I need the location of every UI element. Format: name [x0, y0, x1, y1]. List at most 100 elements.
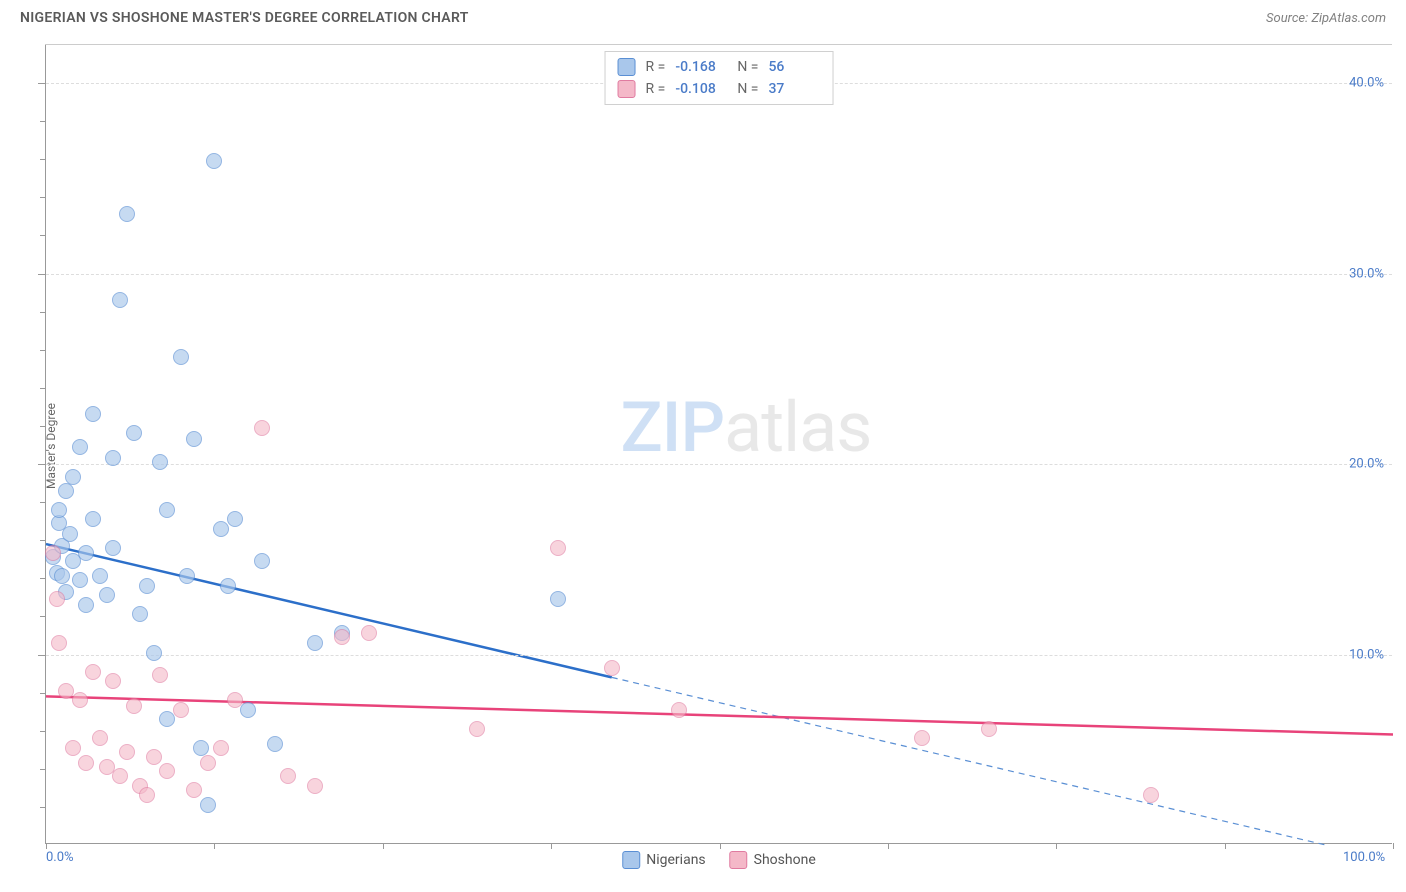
data-point	[280, 768, 296, 784]
chart-container: ZIPatlas R =-0.168N =56R =-0.108N =37 Ni…	[45, 44, 1392, 844]
y-tick-minor	[40, 616, 46, 617]
data-point	[550, 591, 566, 607]
data-point	[65, 740, 81, 756]
n-value: 56	[768, 59, 820, 75]
gridline	[46, 274, 1392, 275]
y-tick-minor	[40, 235, 46, 236]
legend-stat-row: R =-0.108N =37	[618, 78, 821, 100]
data-point	[469, 721, 485, 737]
data-point	[307, 635, 323, 651]
x-tick	[1393, 843, 1394, 849]
legend-swatch	[730, 851, 748, 869]
legend-series: Nigerians Shoshone	[622, 851, 816, 869]
data-point	[193, 740, 209, 756]
legend-stats: R =-0.168N =56R =-0.108N =37	[605, 51, 834, 105]
data-point	[334, 629, 350, 645]
data-point	[914, 730, 930, 746]
data-point	[227, 511, 243, 527]
data-point	[78, 545, 94, 561]
data-point	[267, 736, 283, 752]
data-point	[105, 450, 121, 466]
y-tick-minor	[40, 769, 46, 770]
data-point	[85, 406, 101, 422]
y-tick-minor	[40, 388, 46, 389]
data-point	[126, 698, 142, 714]
data-point	[85, 511, 101, 527]
data-point	[981, 721, 997, 737]
y-tick-minor	[40, 197, 46, 198]
data-point	[254, 420, 270, 436]
data-point	[62, 526, 78, 542]
data-point	[179, 568, 195, 584]
legend-label: Shoshone	[754, 852, 816, 868]
plot-area: ZIPatlas R =-0.168N =56R =-0.108N =37 Ni…	[45, 45, 1392, 844]
data-point	[99, 587, 115, 603]
y-tick	[38, 655, 46, 656]
x-tick	[1056, 843, 1057, 849]
data-point	[51, 502, 67, 518]
y-tick-minor	[40, 578, 46, 579]
legend-swatch	[618, 80, 636, 98]
data-point	[54, 568, 70, 584]
y-tick-minor	[40, 350, 46, 351]
data-point	[604, 660, 620, 676]
legend-swatch	[622, 851, 640, 869]
x-tick	[214, 843, 215, 849]
legend-label: Nigerians	[646, 852, 705, 868]
data-point	[186, 782, 202, 798]
legend-swatch	[618, 58, 636, 76]
y-tick-minor	[40, 540, 46, 541]
y-tick	[38, 274, 46, 275]
x-tick-label: 0.0%	[46, 850, 74, 865]
y-tick-minor	[40, 159, 46, 160]
data-point	[173, 349, 189, 365]
data-point	[200, 797, 216, 813]
source-attribution: Source: ZipAtlas.com	[1266, 11, 1386, 26]
data-point	[159, 763, 175, 779]
n-label: N =	[737, 59, 758, 75]
y-tick-minor	[40, 807, 46, 808]
r-value: -0.108	[675, 81, 727, 97]
data-point	[200, 755, 216, 771]
y-tick-label: 20.0%	[1349, 457, 1384, 472]
data-point	[1143, 787, 1159, 803]
data-point	[173, 702, 189, 718]
data-point	[45, 545, 61, 561]
data-point	[671, 702, 687, 718]
data-point	[112, 768, 128, 784]
data-point	[105, 673, 121, 689]
x-tick-label: 100.0%	[1343, 850, 1385, 865]
gridline	[46, 464, 1392, 465]
x-tick	[1225, 843, 1226, 849]
y-tick-label: 30.0%	[1349, 266, 1384, 281]
data-point	[213, 740, 229, 756]
data-point	[152, 667, 168, 683]
data-point	[206, 153, 222, 169]
data-point	[49, 591, 65, 607]
data-point	[152, 454, 168, 470]
x-tick	[46, 843, 47, 849]
data-point	[92, 730, 108, 746]
x-tick	[383, 843, 384, 849]
data-point	[72, 572, 88, 588]
y-tick-label: 10.0%	[1349, 647, 1384, 662]
n-label: N =	[737, 81, 758, 97]
data-point	[92, 568, 108, 584]
data-point	[72, 692, 88, 708]
data-point	[139, 787, 155, 803]
y-tick-minor	[40, 502, 46, 503]
data-point	[550, 540, 566, 556]
data-point	[78, 755, 94, 771]
data-point	[119, 744, 135, 760]
y-tick	[38, 83, 46, 84]
data-point	[186, 431, 202, 447]
data-point	[307, 778, 323, 794]
trend-lines	[46, 45, 1393, 845]
y-tick-minor	[40, 731, 46, 732]
data-point	[227, 692, 243, 708]
data-point	[220, 578, 236, 594]
data-point	[72, 439, 88, 455]
data-point	[65, 469, 81, 485]
x-tick	[551, 843, 552, 849]
data-point	[78, 597, 94, 613]
